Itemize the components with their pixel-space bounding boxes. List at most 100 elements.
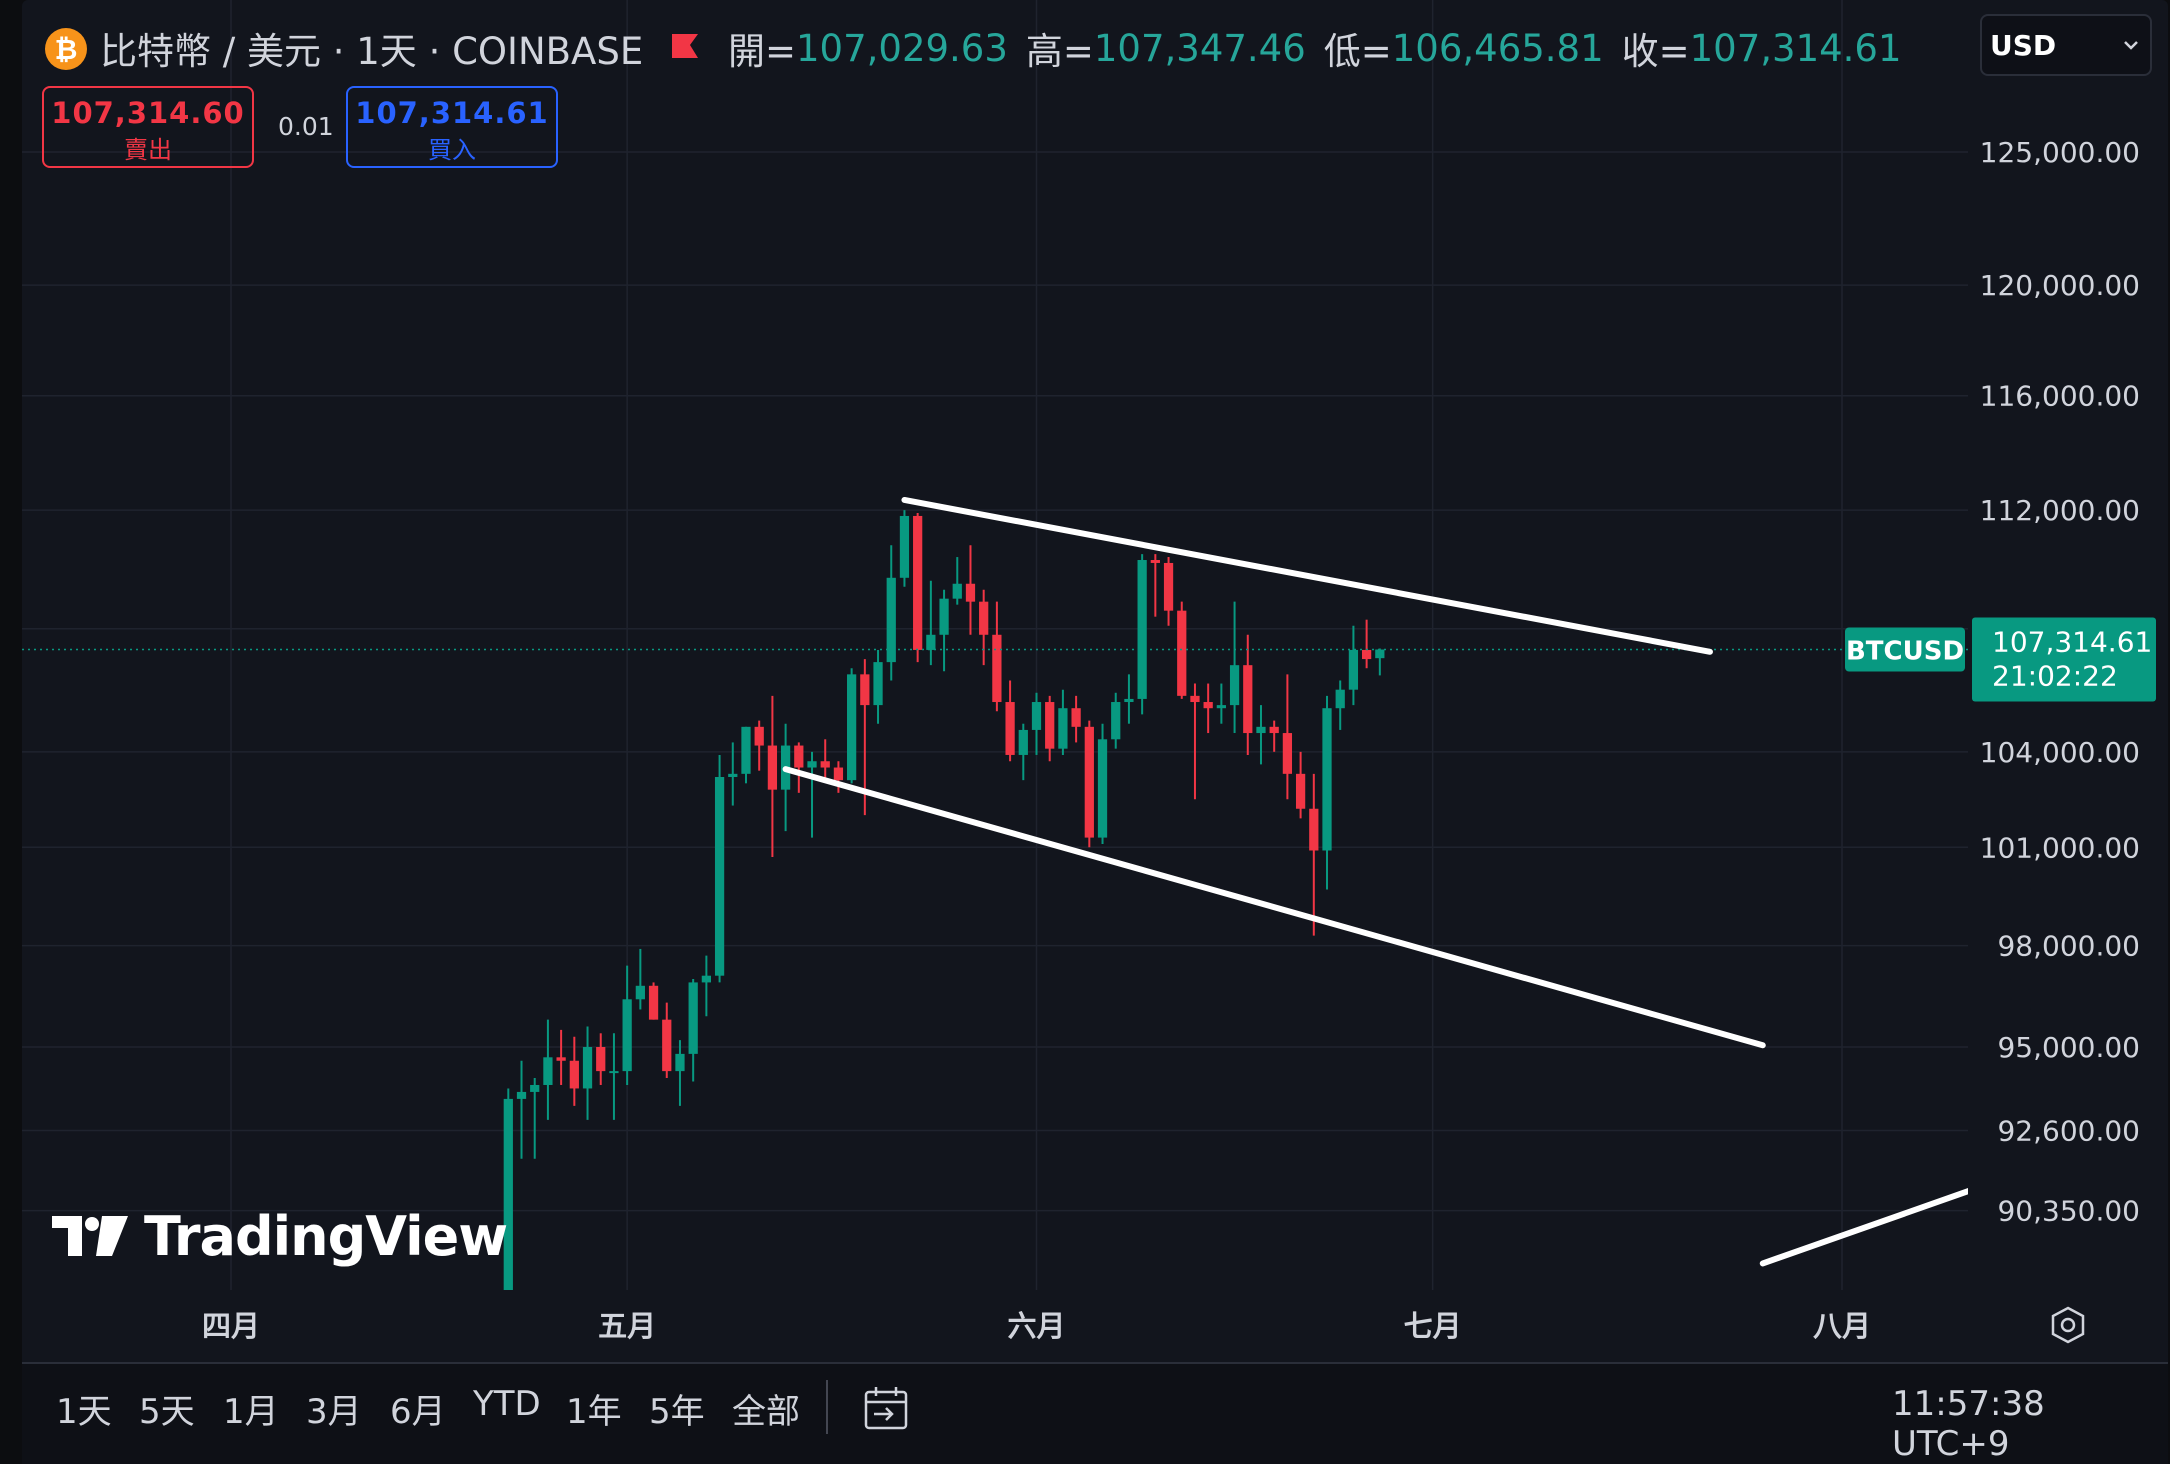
candle xyxy=(873,649,883,724)
time-axis-label: 六月 xyxy=(1007,1309,1065,1343)
candle xyxy=(1282,674,1293,800)
clock-timezone[interactable]: 11:57:38 UTC+9 xyxy=(1892,1384,2045,1464)
candle xyxy=(516,1060,527,1159)
range-1m-button[interactable]: 1月 xyxy=(223,1392,279,1432)
candle-body xyxy=(1111,702,1121,740)
candle-body xyxy=(1190,695,1200,703)
candle xyxy=(886,545,896,681)
range-5d-button[interactable]: 5天 xyxy=(139,1392,195,1432)
time-axis[interactable]: 四月 五月 六月 七月 八月 xyxy=(202,1306,2085,1344)
price-axis[interactable]: 125,000.00 120,000.00 116,000.00 112,000.00… xyxy=(1980,136,2140,1228)
candle xyxy=(582,1026,593,1120)
candle xyxy=(913,513,923,663)
trendline-lower[interactable] xyxy=(782,766,1766,1049)
candle xyxy=(530,1078,540,1159)
candle-body xyxy=(530,1084,540,1092)
gear-icon[interactable] xyxy=(2051,1306,2085,1344)
candle-body xyxy=(516,1091,527,1099)
buy-label: 買入 xyxy=(428,136,476,164)
bottom-toolbar xyxy=(22,1362,2168,1464)
candle xyxy=(503,1088,513,1290)
candle xyxy=(675,1040,685,1106)
range-5y-button[interactable]: 5年 xyxy=(649,1392,705,1432)
range-all-button[interactable]: 全部 xyxy=(732,1392,800,1432)
candle-body xyxy=(807,761,817,768)
candle-body xyxy=(1058,708,1068,749)
price-axis-label: 104,000.00 xyxy=(1980,736,2140,769)
candle xyxy=(1243,634,1253,755)
candle-body xyxy=(569,1060,579,1089)
candle-body xyxy=(1229,665,1240,706)
range-1d-button[interactable]: 1天 xyxy=(56,1392,112,1432)
candle-body xyxy=(1045,702,1055,749)
candle xyxy=(1348,625,1359,706)
range-3m-button[interactable]: 3月 xyxy=(306,1392,362,1432)
bitcoin-icon: ₿ xyxy=(45,28,87,70)
candle-body xyxy=(926,634,936,650)
currency-select[interactable]: USD xyxy=(1980,14,2152,76)
candle-body xyxy=(1256,726,1266,734)
ohlc-close-label: 收= xyxy=(1621,30,1690,73)
candle xyxy=(780,723,791,832)
candle-body xyxy=(1375,649,1385,659)
candle xyxy=(1084,720,1094,848)
buy-button[interactable]: 107,314.61 買入 xyxy=(346,86,558,168)
candle-body xyxy=(886,577,896,663)
candle xyxy=(622,965,632,1085)
candle-body xyxy=(701,975,711,983)
candles xyxy=(22,510,1968,1290)
candle xyxy=(1375,648,1385,676)
candle-body xyxy=(1097,739,1108,838)
candle xyxy=(701,955,711,1017)
time-axis-label: 八月 xyxy=(1813,1309,1871,1343)
candle xyxy=(899,510,910,587)
calendar-goto-icon[interactable] xyxy=(862,1384,910,1432)
candle-body xyxy=(1018,729,1028,755)
flag-icon[interactable] xyxy=(670,32,700,60)
candle-body xyxy=(992,634,1002,703)
candle-body xyxy=(1362,649,1372,660)
tradingview-logo-icon xyxy=(52,1216,128,1256)
candle xyxy=(847,668,857,784)
candle xyxy=(1137,554,1147,715)
ohlc-values: 開= 107,029.63 高= 107,347.46 低= 106,465.81 收… xyxy=(728,22,1920,74)
candle xyxy=(1031,692,1042,755)
candle-body xyxy=(1177,610,1187,696)
price-tag-value: 107,314.61 xyxy=(1992,625,2152,658)
candle xyxy=(728,742,738,806)
gear-icon-hex xyxy=(2051,1306,2085,1344)
range-1y-button[interactable]: 1年 xyxy=(566,1392,622,1432)
chart-pane[interactable] xyxy=(22,0,2168,1460)
candle-body xyxy=(794,745,804,768)
symbol-title[interactable]: 比特幣 / 美元 · 1天 · COINBASE xyxy=(100,30,644,73)
candle-body xyxy=(873,662,883,706)
candle xyxy=(635,948,645,1010)
price-axis-label: 90,350.00 xyxy=(1997,1195,2140,1228)
candle xyxy=(1216,683,1226,724)
candle xyxy=(596,1033,606,1085)
symbol-tag-text: BTCUSD xyxy=(1846,636,1964,666)
candle xyxy=(952,557,962,605)
candle-body xyxy=(1163,562,1174,611)
ohlc-low-value: 106,465.81 xyxy=(1391,26,1604,70)
trendline-rising[interactable] xyxy=(1759,1188,1974,1267)
trendline-upper[interactable] xyxy=(901,496,1713,655)
candle xyxy=(1177,601,1187,699)
candle-body xyxy=(622,999,632,1072)
candle xyxy=(1045,695,1055,762)
candle xyxy=(833,761,844,793)
candle xyxy=(926,580,936,666)
chevron-down-icon xyxy=(2124,41,2138,50)
candle xyxy=(979,589,989,666)
range-6m-button[interactable]: 6月 xyxy=(390,1392,446,1432)
candle xyxy=(662,1002,672,1079)
sell-button[interactable]: 107,314.60 賣出 xyxy=(42,86,254,168)
candle-body xyxy=(1269,726,1279,734)
range-ytd-button[interactable]: YTD xyxy=(473,1384,541,1424)
sell-price: 107,314.60 xyxy=(51,96,245,130)
grid xyxy=(22,0,1968,1290)
trendlines[interactable] xyxy=(782,496,1974,1267)
candle xyxy=(1097,723,1108,845)
